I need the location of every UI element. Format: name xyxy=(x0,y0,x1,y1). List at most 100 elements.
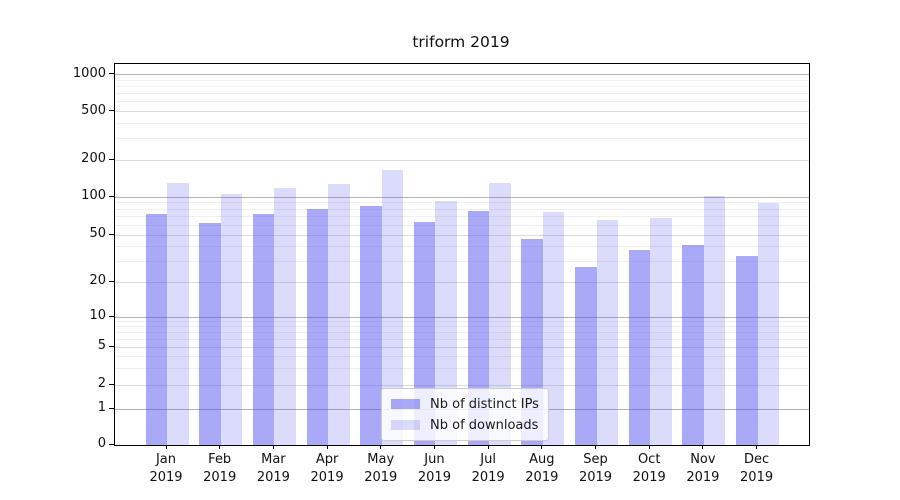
x-tick-label: Mar 2019 xyxy=(256,452,290,485)
y-tick-label: 0 xyxy=(97,436,106,451)
x-tick-mark xyxy=(541,445,543,449)
gridline xyxy=(115,74,809,75)
y-tick-label: 10 xyxy=(89,308,106,323)
gridline-minor xyxy=(115,138,809,140)
bar-distinct-ips xyxy=(306,209,329,445)
gridline xyxy=(115,384,809,386)
legend: Nb of distinct IPs Nb of downloads xyxy=(381,388,549,441)
x-tick-mark xyxy=(326,445,328,449)
gridline-minor xyxy=(115,93,809,95)
bar-distinct-ips xyxy=(628,250,651,445)
y-tick-mark xyxy=(109,110,114,111)
gridline-minor xyxy=(115,367,809,369)
bar-distinct-ips xyxy=(360,205,382,445)
bar-downloads xyxy=(489,182,511,445)
x-tick-mark xyxy=(756,445,758,449)
gridline xyxy=(115,234,809,236)
bar-downloads xyxy=(381,170,404,445)
x-tick-label: Nov 2019 xyxy=(686,452,720,485)
y-tick-mark xyxy=(109,73,114,74)
x-tick-label: Jul 2019 xyxy=(471,452,505,485)
bar-distinct-ips xyxy=(736,256,758,445)
bar-downloads xyxy=(435,200,457,445)
bar-downloads xyxy=(757,202,780,445)
x-tick-label: Aug 2019 xyxy=(525,452,559,485)
y-tick-label: 200 xyxy=(81,151,106,166)
x-tick-mark xyxy=(702,445,704,449)
x-tick-label: Dec 2019 xyxy=(740,452,774,485)
x-tick-mark xyxy=(433,445,435,449)
gridline-minor xyxy=(115,245,809,247)
legend-swatch-distinct-ips xyxy=(391,399,420,409)
gridline-minor xyxy=(115,208,809,210)
y-tick-label: 5 xyxy=(97,338,106,353)
gridline-minor xyxy=(115,355,809,357)
y-tick-mark xyxy=(109,443,114,445)
legend-swatch-downloads xyxy=(391,420,420,430)
x-tick-mark xyxy=(648,445,650,449)
plot-area: Nb of distinct IPs Nb of downloads xyxy=(114,63,810,446)
x-tick-mark xyxy=(595,445,597,449)
x-tick-label: Jun 2019 xyxy=(417,452,451,485)
x-tick-mark xyxy=(165,445,167,449)
y-tick-label: 500 xyxy=(81,102,106,118)
x-tick-mark xyxy=(219,445,221,449)
gridline xyxy=(115,346,809,348)
x-tick-label: Jan 2019 xyxy=(149,452,183,485)
bar-distinct-ips xyxy=(682,245,704,445)
y-tick-label: 50 xyxy=(89,226,106,241)
bar-distinct-ips xyxy=(467,210,490,445)
chart-title: triform 2019 xyxy=(412,33,510,51)
gridline xyxy=(115,111,809,112)
x-tick-label: Apr 2019 xyxy=(310,452,344,485)
bar-downloads xyxy=(542,212,565,445)
gridline xyxy=(115,281,809,283)
bar-downloads xyxy=(650,218,672,445)
gridline-minor xyxy=(115,338,809,340)
gridline xyxy=(115,316,809,318)
y-tick-mark xyxy=(109,280,114,282)
gridline-minor xyxy=(115,331,809,333)
x-tick-mark xyxy=(272,445,274,449)
gridline xyxy=(115,196,809,198)
gridline-minor xyxy=(115,224,809,226)
gridline-minor xyxy=(115,101,809,103)
bar-distinct-ips xyxy=(575,266,597,445)
legend-item-distinct-ips: Nb of distinct IPs xyxy=(391,395,539,413)
bar-distinct-ips xyxy=(199,223,221,445)
gridline xyxy=(115,159,809,161)
y-tick-label: 20 xyxy=(89,273,106,288)
bar-downloads xyxy=(703,195,726,445)
bar-downloads xyxy=(328,184,350,445)
x-tick-label: Feb 2019 xyxy=(203,452,237,485)
x-tick-mark xyxy=(487,445,489,449)
y-tick-label: 1000 xyxy=(72,65,106,81)
bar-downloads xyxy=(167,182,189,445)
gridline-minor xyxy=(115,85,809,87)
bar-distinct-ips xyxy=(252,214,275,445)
y-tick-mark xyxy=(109,315,114,317)
legend-label-distinct-ips: Nb of distinct IPs xyxy=(430,396,539,412)
bar-distinct-ips xyxy=(145,214,167,445)
x-tick-label: May 2019 xyxy=(364,452,398,485)
bar-downloads xyxy=(220,194,243,445)
y-tick-label: 100 xyxy=(81,188,106,203)
gridline-minor xyxy=(115,122,809,124)
gridline-minor xyxy=(115,321,809,323)
bar-downloads xyxy=(596,219,619,445)
gridline-minor xyxy=(115,202,809,204)
legend-label-downloads: Nb of downloads xyxy=(430,417,539,433)
y-tick-mark xyxy=(109,195,114,197)
y-tick-label: 2 xyxy=(97,376,106,391)
x-tick-label: Oct 2019 xyxy=(632,452,666,485)
gridline-minor xyxy=(115,79,809,81)
y-tick-label: 1 xyxy=(97,400,106,415)
y-tick-mark xyxy=(109,233,114,235)
gridline-minor xyxy=(115,260,809,262)
y-tick-mark xyxy=(109,383,114,385)
x-tick-label: Sep 2019 xyxy=(578,452,613,485)
legend-item-downloads: Nb of downloads xyxy=(391,416,539,434)
y-tick-mark xyxy=(109,158,114,160)
gridline-minor xyxy=(115,326,809,328)
